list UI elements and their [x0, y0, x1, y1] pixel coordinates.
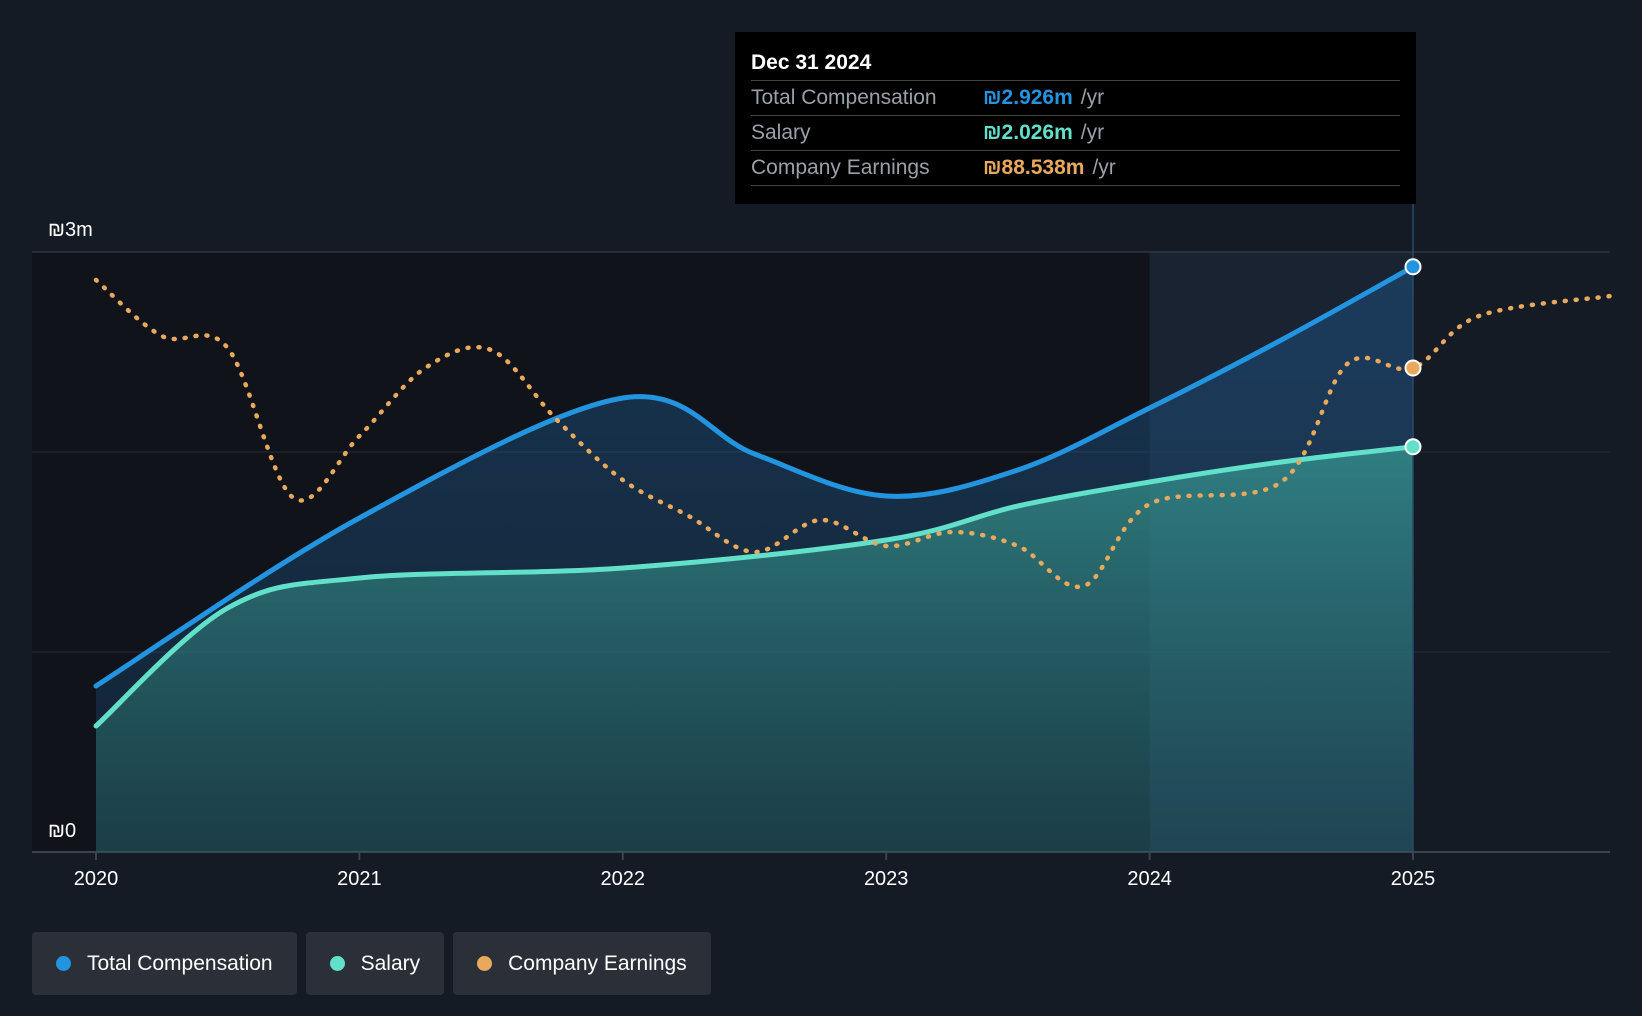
- tooltip-value: ₪88.538m: [983, 156, 1085, 179]
- tooltip-unit: /yr: [1080, 121, 1105, 144]
- tooltip-label: Total Compensation: [751, 86, 937, 109]
- total-compensation-line: [93, 264, 1416, 689]
- tooltip: Dec 31 2024 Total Compensation ₪2.926m /…: [735, 32, 1416, 204]
- legend-item-salary[interactable]: Salary: [305, 932, 445, 995]
- tooltip-unit: /yr: [1080, 86, 1105, 109]
- salary-marker: [1404, 438, 1422, 456]
- x-tick-label: 2024: [1127, 868, 1172, 890]
- legend-dot-icon: [56, 956, 71, 971]
- legend-dot-icon: [477, 956, 493, 971]
- tooltip-row-salary: Salary ₪2.026m /yr: [751, 116, 1400, 151]
- tooltip-row-total: Total Compensation ₪2.926m /yr: [751, 81, 1400, 116]
- tooltip-label: Salary: [751, 121, 811, 144]
- tooltip-value: ₪2.926m: [983, 86, 1073, 109]
- legend-label: Total Compensation: [87, 951, 273, 975]
- tooltip-row-earnings: Company Earnings ₪88.538m /yr: [751, 151, 1400, 186]
- x-tick-label: 2020: [74, 868, 119, 890]
- tooltip-label: Company Earnings: [751, 156, 930, 179]
- total-compensation-marker: [1404, 258, 1422, 276]
- y-tick-label: ₪3m: [48, 219, 93, 241]
- tooltip-value: ₪2.026m: [983, 121, 1073, 144]
- y-tick-label: ₪0: [48, 820, 76, 842]
- x-tick-label: 2025: [1391, 868, 1436, 890]
- company-earnings-marker: [1404, 359, 1422, 377]
- x-tick-label: 2022: [601, 868, 646, 890]
- tooltip-unit: /yr: [1092, 156, 1116, 179]
- legend-dot-icon: [329, 956, 345, 971]
- tooltip-date: Dec 31 2024: [751, 46, 1400, 81]
- legend-item-company-earnings[interactable]: Company Earnings: [453, 932, 711, 995]
- x-tick-label: 2023: [864, 868, 909, 890]
- legend: Total Compensation Salary Company Earnin…: [32, 932, 711, 995]
- salary-area: [96, 446, 1413, 852]
- legend-label: Salary: [360, 951, 421, 975]
- x-tick-label: 2021: [337, 868, 382, 890]
- salary-line: [93, 444, 1416, 729]
- legend-item-total-compensation[interactable]: Total Compensation: [32, 932, 297, 995]
- legend-label: Company Earnings: [508, 951, 687, 975]
